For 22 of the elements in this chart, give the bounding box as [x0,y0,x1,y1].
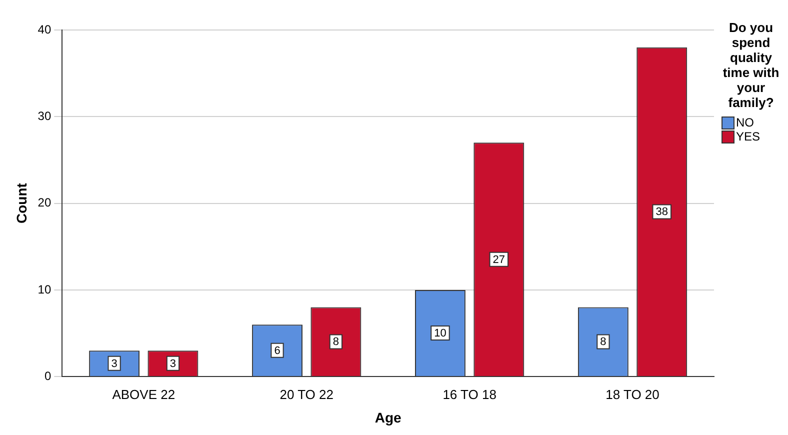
x-tick-label: 18 TO 20 [606,386,660,402]
data-label: 38 [656,206,668,218]
y-tick-label: 40 [38,22,52,36]
legend-label: YES [736,129,760,144]
x-tick-label: ABOVE 22 [112,386,176,402]
data-label: 3 [111,358,118,370]
data-label: 6 [274,344,280,357]
y-tick-label: 10 [38,282,52,296]
x-axis-title: Age [374,409,402,426]
data-label: 27 [492,254,506,266]
data-label: 8 [332,336,339,348]
data-label: 3 [170,358,176,370]
y-axis-title: Count [13,182,30,224]
x-tick-label: 16 TO 18 [442,386,496,402]
y-tick-label: 0 [44,368,52,383]
y-tick-label: 30 [38,108,52,123]
legend-label: NO [736,115,754,130]
data-label: 8 [600,336,606,348]
x-tick-label: 20 TO 22 [280,386,334,402]
legend-title: Do you spend quality time with your family? [722,20,780,110]
y-tick-label: 20 [38,196,52,210]
data-label: 10 [434,328,446,340]
